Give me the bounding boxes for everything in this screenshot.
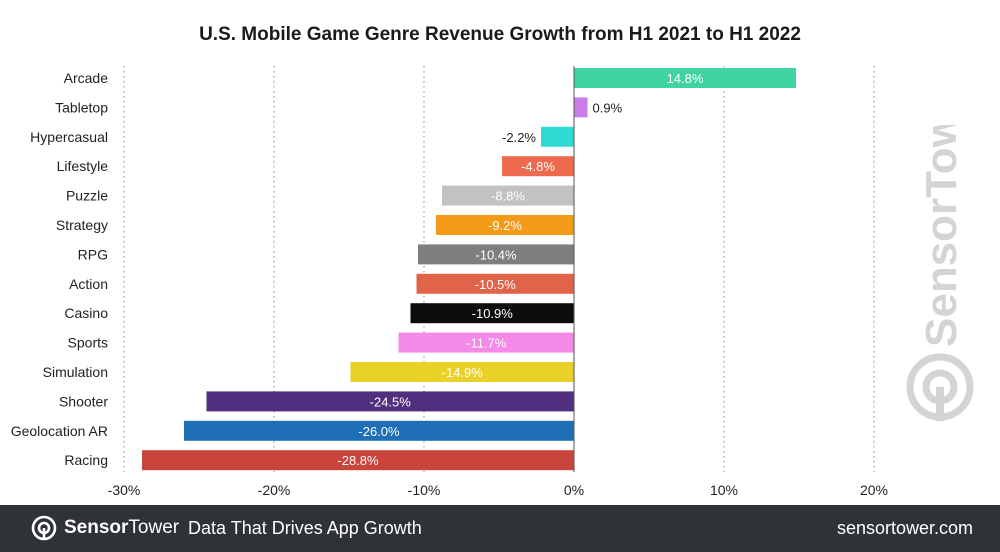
bar-casino [410,303,574,324]
category-label: Simulation [43,364,108,380]
x-tick-label: 0% [564,482,584,498]
category-label: RPG [78,246,108,262]
value-label: -4.8% [521,159,555,174]
value-label: -10.4% [475,247,517,262]
category-label: Sports [68,335,108,351]
bar-shooter [206,391,574,412]
bar-puzzle [442,185,574,206]
category-label: Strategy [56,217,108,233]
category-label: Action [69,276,108,292]
category-label: Geolocation AR [11,423,108,439]
value-label: -11.7% [466,336,507,351]
category-label: Racing [64,452,108,468]
x-tick-label: -30% [108,482,141,498]
bar-lifestyle [502,156,574,177]
category-label: Hypercasual [30,129,108,145]
value-label: -14.9% [442,365,484,380]
category-label: Casino [64,305,108,321]
value-label: -9.2% [488,218,522,233]
value-label: -26.0% [358,424,400,439]
watermark-logo: SensorTower [906,125,974,421]
footer-brand-bold: Sensor [64,517,129,538]
value-label: -8.8% [491,189,525,204]
value-label: -2.2% [502,130,536,145]
footer-bar: SensorTower Data That Drives App Growth … [0,505,1000,552]
category-label: Lifestyle [57,158,109,174]
category-label: Shooter [59,393,108,409]
value-label: -10.5% [475,277,517,292]
bar-hypercasual [541,126,574,147]
bar-racing [142,450,574,471]
x-tick-label: 10% [710,482,738,498]
bar-simulation [350,362,574,382]
footer-brand-light: Tower [128,517,180,538]
x-tick-label: -20% [258,482,291,498]
bar-rpg [418,244,574,265]
value-label: 0.9% [593,100,623,115]
sensortower-logo-icon [31,515,57,541]
value-label: -28.8% [337,453,379,468]
footer-url[interactable]: sensortower.com [836,518,973,538]
watermark-icon [906,353,974,421]
category-label: Arcade [64,70,109,86]
value-label: -10.9% [472,306,514,321]
bar-action [416,273,574,294]
bar-geolocation-ar [184,420,574,441]
watermark-text: SensorTower [917,125,966,347]
value-label: 14.8% [667,71,704,86]
footer-tagline: Data That Drives App Growth [188,518,422,538]
chart-title: U.S. Mobile Game Genre Revenue Growth fr… [199,24,801,45]
category-label: Puzzle [66,188,108,204]
value-label: -24.5% [370,394,412,409]
x-tick-label: -10% [408,482,441,498]
bar-sports [398,332,574,353]
bar-strategy [436,215,574,235]
bar-arcade [574,68,796,88]
bar-tabletop [574,97,588,118]
bar-chart: Arcade 14.8% Tabletop 0.9% Hypercasual -2.2% L… [11,66,888,498]
footer-brand: SensorTower [64,517,179,539]
x-tick-label: 20% [860,482,888,498]
category-label: Tabletop [55,99,108,115]
